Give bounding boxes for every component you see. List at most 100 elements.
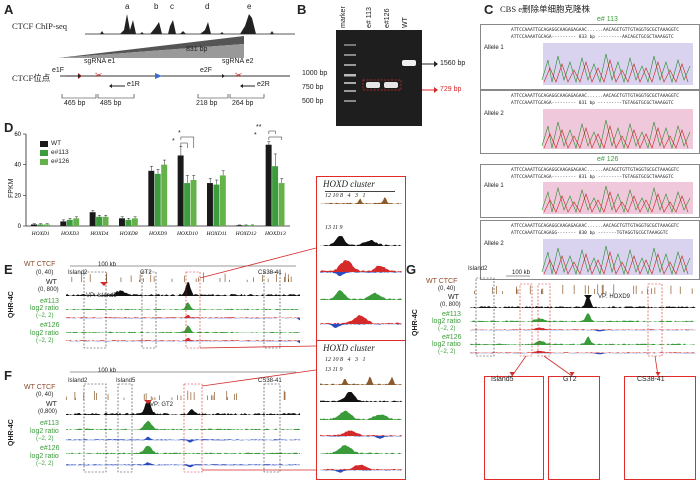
f-ctcf-label: WT CTCF [24,384,56,391]
peak-d: d [205,2,210,11]
f-ratio-range-2: (−2, 2) [36,461,54,467]
dist-465: 465 bp [64,100,86,107]
f-region-box [117,383,133,473]
panel-label-b: B [297,2,307,17]
legend-swatch [40,158,48,165]
g-ratio1-track-neg [470,330,696,332]
bar-HOXD11-e#126 [219,175,226,226]
legend-item-wt: WT [40,140,69,147]
e-ratio-range-2: (−2, 2) [36,338,54,344]
legend-swatch [40,149,48,156]
hoxd-top-nums: 12 10 8 4 3 1 [325,193,366,199]
e-ratio-range: (−2, 2) [36,313,54,319]
g-region-island2: Island2 [468,266,488,272]
bar-HOXD12-e#126 [249,225,256,226]
g-e113-label: e#113 [442,311,461,318]
hoxd-f-ratio1-neg [320,436,402,439]
del-seq: ATTCCAAATTGCAGA--------- 831 bp --------… [511,175,674,180]
primer-e2r: e2R [257,81,270,88]
bar-HOXD10-e#113 [184,183,191,226]
sig-bracket [268,130,276,134]
hoxd-e-ratio1 [320,260,402,272]
legend-label: WT [51,140,62,147]
bar-HOXD11-e#113 [213,184,220,226]
hoxd-axis [325,191,395,200]
sig-star-1: * [178,130,181,137]
peak-b: b [154,2,159,11]
e-e113-label: e#113 [40,298,59,305]
legend-label: e#126 [51,158,70,165]
hoxd-f-ctcf [320,376,402,385]
g-wt-range: (0, 800) [440,302,461,308]
del-seq: ATTCCAAAATGCAGA--------- 833 bp --------… [511,35,674,40]
sig-bracket [180,136,195,148]
sig-bracket [180,142,188,148]
hoxd-e-ctcf [320,197,402,204]
primer-e2f: e2F [200,67,213,74]
g-qhr-label: QHR-4C [412,309,419,336]
band-arrows [422,61,438,93]
g-ratio2-track-neg [470,353,696,355]
ctcf-site-label: CTCF位点 [12,73,51,83]
x-tick-label: HOXD3 [60,231,79,237]
e-wt-label: WT [46,279,57,286]
clone-e126: e# 126 [597,156,619,163]
bar-HOXD13-e#113 [272,166,279,226]
f-wt-label: WT [46,401,57,408]
panel-label-d: D [4,120,14,135]
hoxd-f-ratio2 [320,464,402,470]
wt-seq: ATTCCAAATTGCAGAGGCAAGAGAGAAC......AACAGC… [511,94,679,99]
allele-label: Allele 1 [484,183,504,189]
g-zoom-arrow [511,355,527,377]
allele-label: Allele 2 [484,241,504,247]
del-seq: ATTCCAAATTGCAGA--------- 831 bp --------… [511,101,674,106]
hoxd-bot-nums: 13 11 9 [325,367,343,373]
bar-HOXD13-WT [265,144,272,226]
bar-HOXD8-e#126 [131,218,138,226]
bar-HOXD8-WT [118,218,125,226]
dist-218: 218 bp [196,100,218,107]
gel-image [336,30,422,126]
e-e126-track [66,325,300,333]
sig-star-2: * [172,138,175,145]
g-wt-label: WT [448,294,459,301]
x-tick-label: HOXD11 [205,231,227,237]
hoxd-bot-nums: 13 11 9 [325,225,343,231]
e-wt-track [66,282,300,296]
f-ratio2-track-neg [66,465,300,468]
e-zoom-line [199,247,317,279]
y-tick-label: 0 [18,224,22,230]
g-region-box [475,277,495,357]
g-e113-track [470,313,696,322]
hoxd-f-wt [320,392,402,402]
e-vp: VP: Island5 [86,293,117,299]
legend-swatch [40,140,48,147]
f-vp-marker [144,400,152,404]
bar-HOXD1-WT [30,224,37,226]
panel-label-a: A [4,2,14,17]
g-vp-marker [584,295,592,300]
zoom-title: CS38-41 [637,376,665,383]
f-scale: 100 kb [98,368,117,374]
f-zoom-line [201,369,317,387]
bar-HOXD3-WT [60,221,67,226]
e-region-box [141,271,157,349]
g-region-box [519,283,533,357]
hoxd-e-ratio2 [320,314,402,324]
region-size: 831 bp [186,46,208,53]
bar-HOXD12-WT [236,225,243,226]
e-scale: 100 kb [98,262,117,268]
bar-HOXD1-e#126 [43,224,50,226]
peak-a: a [125,2,130,11]
bar-HOXD11-WT [206,183,213,226]
ladder-500: 500 bp [302,98,324,105]
g-ratio1-track [470,327,696,330]
f-e126-label: e#126 [40,445,60,452]
x-tick-label: HOXD10 [176,231,198,237]
hoxd-e-wt [320,236,402,246]
y-tick-label: 60 [14,132,21,138]
x-tick-label: HOXD4 [89,230,108,237]
peak-e: e [247,2,252,11]
band-1560: 1560 bp [440,60,466,67]
allele-label: Allele 1 [484,45,504,51]
